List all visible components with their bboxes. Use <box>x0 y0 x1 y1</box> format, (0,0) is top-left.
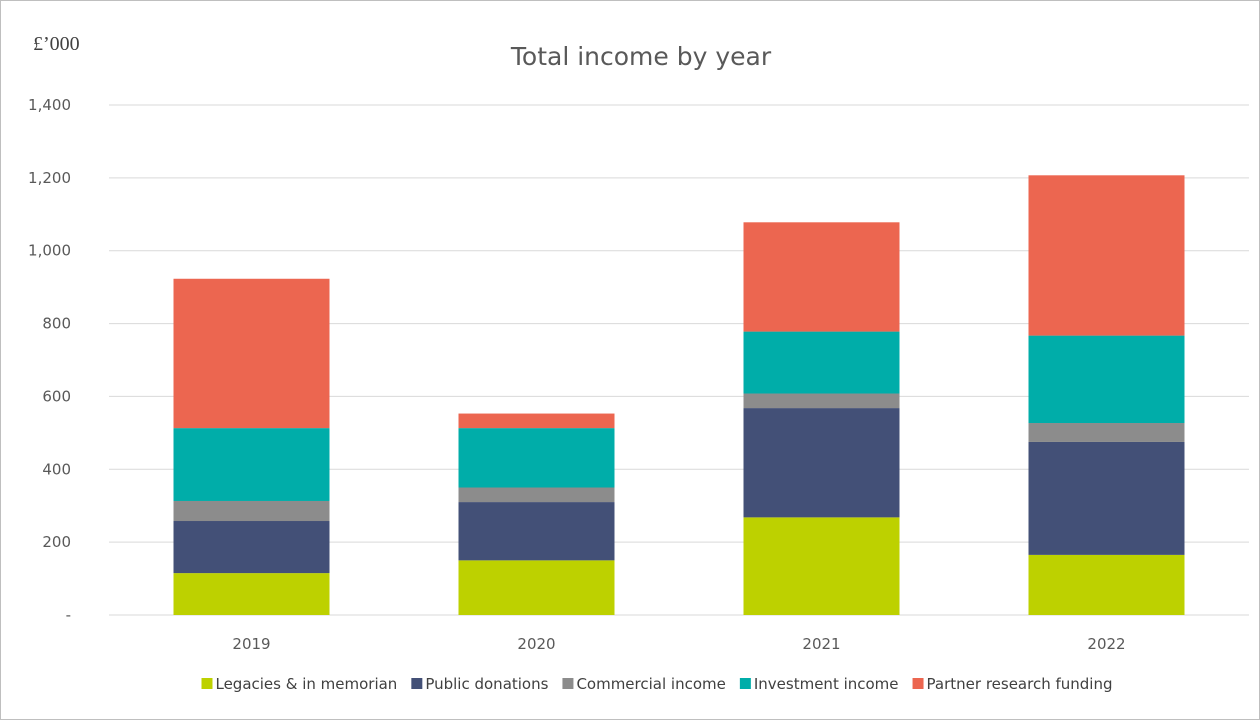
y-tick-label: 200 <box>42 533 71 551</box>
legend-item: Commercial income <box>562 675 726 693</box>
bar-segment <box>458 502 615 561</box>
bar-segment <box>743 222 900 332</box>
y-tick-label: 800 <box>42 315 71 333</box>
y-tick-label: 1,000 <box>28 242 71 260</box>
legend-item: Public donations <box>411 675 549 693</box>
bar-segment <box>1028 175 1185 336</box>
bar-segment <box>743 408 900 518</box>
bar-segment <box>743 517 900 615</box>
bar-segment <box>173 521 330 574</box>
legend-label: Public donations <box>425 675 548 693</box>
x-tick-label: 2021 <box>802 635 840 653</box>
bar-segment <box>458 428 615 488</box>
legend-item: Partner research funding <box>912 675 1113 693</box>
y-tick-label: - <box>66 606 71 624</box>
legend-swatch <box>562 678 574 689</box>
x-tick-label: 2020 <box>517 635 555 653</box>
bar-segment <box>173 500 330 522</box>
y-tick-label: 1,400 <box>28 96 71 114</box>
bar-segment <box>173 573 330 615</box>
y-tick-label: 600 <box>42 387 71 405</box>
chart-title: Total income by year <box>510 42 772 71</box>
legend-swatch <box>739 678 751 689</box>
x-tick-label: 2022 <box>1087 635 1125 653</box>
bar-segment <box>1028 423 1185 442</box>
legend-item: Investment income <box>739 675 899 693</box>
bar-segment <box>458 560 615 615</box>
bar-segment <box>173 428 330 501</box>
y-axis-ticks: - 200 400 600 800 1,000 1,200 1,400 <box>28 96 71 624</box>
y-tick-label: 400 <box>42 460 71 478</box>
y-axis-unit-label: £’000 <box>33 33 80 55</box>
bar-segment <box>743 393 900 409</box>
legend: Legacies & in memorian Public donations Co… <box>201 675 1113 693</box>
legend-swatch <box>201 678 213 689</box>
legend-swatch <box>912 678 924 689</box>
legend-item: Legacies & in memorian <box>201 675 397 693</box>
bar-segment <box>458 487 615 503</box>
legend-label: Investment income <box>754 675 899 693</box>
bar-segment <box>458 413 615 429</box>
legend-swatch <box>411 678 423 689</box>
bar-stacks <box>173 175 1185 615</box>
bar-segment <box>173 278 330 429</box>
y-tick-label: 1,200 <box>28 169 71 187</box>
legend-label: Legacies & in memorian <box>215 675 397 693</box>
x-axis-ticks: 2019 2020 2021 2022 <box>232 635 1125 653</box>
bar-segment <box>1028 335 1185 424</box>
x-tick-label: 2019 <box>232 635 270 653</box>
bar-segment <box>743 331 900 394</box>
bar-segment <box>1028 441 1185 555</box>
legend-label: Commercial income <box>576 675 725 693</box>
bar-segment <box>1028 554 1185 615</box>
legend-label: Partner research funding <box>927 675 1113 693</box>
